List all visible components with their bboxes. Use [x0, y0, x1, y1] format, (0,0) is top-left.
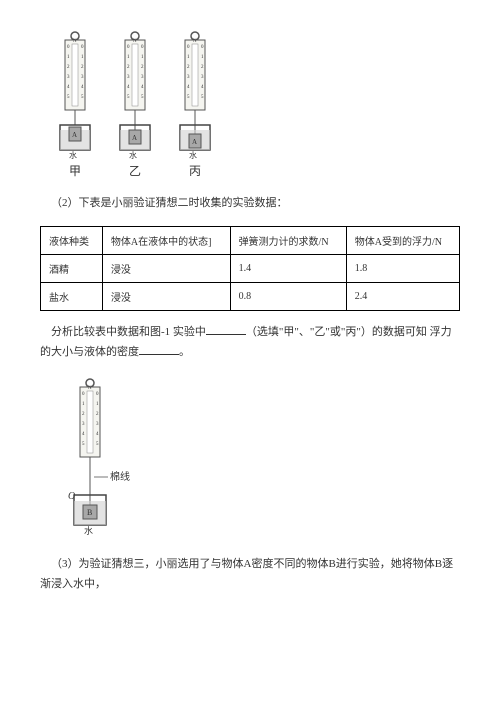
spring-scale-figure2: 0 0 1 1 2 2 3 3 4 4 5 5 N 棉线 O B 水	[60, 377, 150, 537]
scale-label-yi: 乙	[129, 162, 141, 179]
table-cell: 盐水	[41, 282, 103, 310]
spring-scale-jia: 0 0 1 1 2 2 3 3 4 4 5 5 N A 水	[50, 30, 100, 160]
svg-text:N: N	[133, 39, 137, 44]
liquid-label: 水	[189, 150, 197, 160]
figure-1: 0 0 1 1 2 2 3 3 4 4 5 5 N A 水 甲	[50, 30, 460, 179]
liquid-label: 水	[69, 150, 77, 160]
block-label: A	[132, 134, 137, 142]
svg-text:N: N	[73, 39, 77, 44]
scale-label-bing: 丙	[189, 162, 201, 179]
table-header: 弹簧测力计的求数/N	[230, 226, 346, 254]
analysis-end: 。	[179, 346, 190, 358]
question-2-analysis: 分析比较表中数据和图-1 实验中（选填"甲"、"乙"或"丙"）的数据可知 浮力的…	[40, 323, 460, 363]
table-header: 物体A在液体中的状态]	[102, 226, 230, 254]
question-2-intro: （2）下表是小丽验证猜想二时收集的实验数据：	[40, 194, 460, 214]
liquid-label: 水	[129, 150, 137, 160]
table-header-row: 液体种类 物体A在液体中的状态] 弹簧测力计的求数/N 物体A受到的浮力/N	[41, 226, 460, 254]
table-row: 盐水 浸没 0.8 2.4	[41, 282, 460, 310]
blank-2[interactable]	[139, 343, 179, 355]
scale-group-bing: 0 0 1 1 2 2 3 3 4 4 5 5 N A 水 丙	[170, 30, 220, 179]
question-3-text: （3）为验证猜想三，小丽选用了与物体A密度不同的物体B进行实验，她将物体B逐渐浸…	[40, 555, 460, 595]
spring-scale-yi: 0 0 1 1 2 2 3 3 4 4 5 5 N A 水	[110, 30, 160, 160]
scale-label-jia: 甲	[69, 162, 81, 179]
table-cell: 浸没	[102, 254, 230, 282]
table-cell: 酒精	[41, 254, 103, 282]
table-cell: 1.8	[346, 254, 459, 282]
figure-2: 0 0 1 1 2 2 3 3 4 4 5 5 N 棉线 O B 水	[60, 377, 460, 540]
liquid-label-2: 水	[84, 525, 93, 536]
data-table: 液体种类 物体A在液体中的状态] 弹簧测力计的求数/N 物体A受到的浮力/N 酒…	[40, 226, 460, 311]
cotton-label: 棉线	[110, 470, 130, 483]
block-label: A	[72, 131, 77, 139]
table-cell: 浸没	[102, 282, 230, 310]
table-row: 酒精 浸没 1.4 1.8	[41, 254, 460, 282]
table-cell: 2.4	[346, 282, 459, 310]
block-b-label: B	[87, 508, 92, 517]
table-header: 物体A受到的浮力/N	[346, 226, 459, 254]
table-header: 液体种类	[41, 226, 103, 254]
block-label: A	[192, 138, 197, 146]
blank-1[interactable]	[206, 323, 246, 335]
scale-group-yi: 0 0 1 1 2 2 3 3 4 4 5 5 N A 水 乙	[110, 30, 160, 179]
spring-scale-bing: 0 0 1 1 2 2 3 3 4 4 5 5 N A 水	[170, 30, 220, 160]
table-cell: 0.8	[230, 282, 346, 310]
svg-text:N: N	[193, 39, 197, 44]
analysis-pre: 分析比较表中数据和图-1 实验中	[51, 326, 206, 338]
table-cell: 1.4	[230, 254, 346, 282]
svg-text:N: N	[88, 386, 92, 391]
scale-group-jia: 0 0 1 1 2 2 3 3 4 4 5 5 N A 水 甲	[50, 30, 100, 179]
